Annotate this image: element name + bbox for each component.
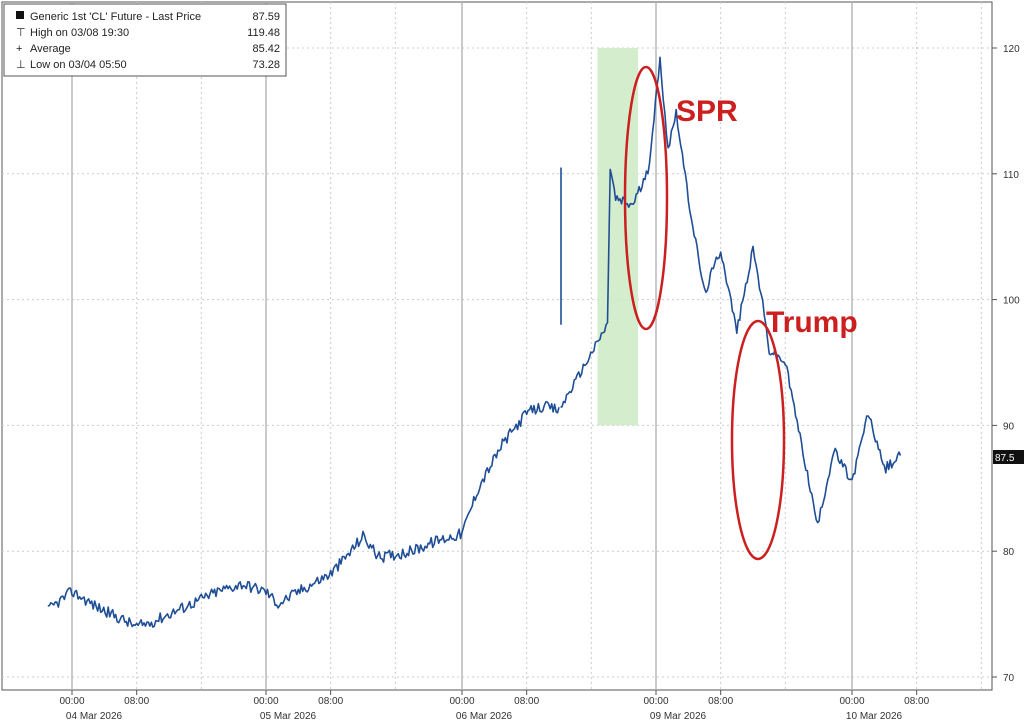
- legend-high-value: 119.48: [247, 27, 280, 39]
- x-tick-time: 00:00: [253, 696, 278, 707]
- x-tick-date: 05 Mar 2026: [260, 711, 317, 721]
- price-series-segment: [560, 56, 902, 524]
- y-tick-label: 100: [1003, 296, 1020, 307]
- x-tick-time: 08:00: [514, 696, 539, 707]
- y-tick-label: 90: [1003, 421, 1015, 432]
- legend-swatch: [16, 11, 24, 19]
- legend-average-value: 85.42: [252, 43, 280, 55]
- plot-area: [1, 1, 993, 691]
- x-tick-time: 08:00: [318, 696, 343, 707]
- gridlines: [2, 2, 992, 690]
- legend-high-label: High on 03/08 19:30: [30, 27, 129, 39]
- x-tick-time: 00:00: [839, 696, 864, 707]
- y-tick-label: 120: [1003, 44, 1020, 55]
- legend-average-label: Average: [30, 43, 71, 55]
- price-series-segment: [47, 401, 560, 628]
- x-tick-date: 09 Mar 2026: [650, 711, 707, 721]
- last-price-marker: 87.5: [993, 450, 1024, 464]
- y-tick-label: 110: [1003, 170, 1019, 181]
- spr-annotation: SPR: [676, 95, 738, 128]
- y-tick-label: 70: [1003, 673, 1015, 684]
- x-tick-time: 08:00: [904, 696, 929, 707]
- x-tick-date: 10 Mar 2026: [846, 711, 903, 721]
- spr-ellipse: [623, 65, 669, 331]
- legend-low-value: 73.28: [252, 59, 280, 71]
- price-line: [47, 56, 902, 628]
- trump-ellipse: [730, 319, 786, 561]
- legend: Generic 1st 'CL' Future - Last Price 87.…: [3, 3, 287, 77]
- trump-annotation: Trump: [766, 306, 858, 339]
- legend-high-icon: ⊤: [16, 27, 26, 39]
- last-price-label: 87.5: [995, 453, 1015, 464]
- x-tick-date: 06 Mar 2026: [456, 711, 513, 721]
- x-tick-time: 00:00: [59, 696, 84, 707]
- legend-average-icon: +: [16, 43, 22, 55]
- y-tick-label: 80: [1003, 547, 1015, 558]
- x-tick-time: 00:00: [449, 696, 474, 707]
- x-tick-time: 08:00: [124, 696, 149, 707]
- x-tick-time: 08:00: [708, 696, 733, 707]
- x-tick-date: 04 Mar 2026: [66, 711, 123, 721]
- legend-low-icon: ⊥: [16, 59, 26, 71]
- x-tick-time: 00:00: [643, 696, 668, 707]
- legend-low-label: Low on 03/04 05:50: [30, 59, 127, 71]
- legend-title: Generic 1st 'CL' Future - Last Price: [30, 11, 201, 23]
- legend-title-value: 87.59: [252, 11, 280, 23]
